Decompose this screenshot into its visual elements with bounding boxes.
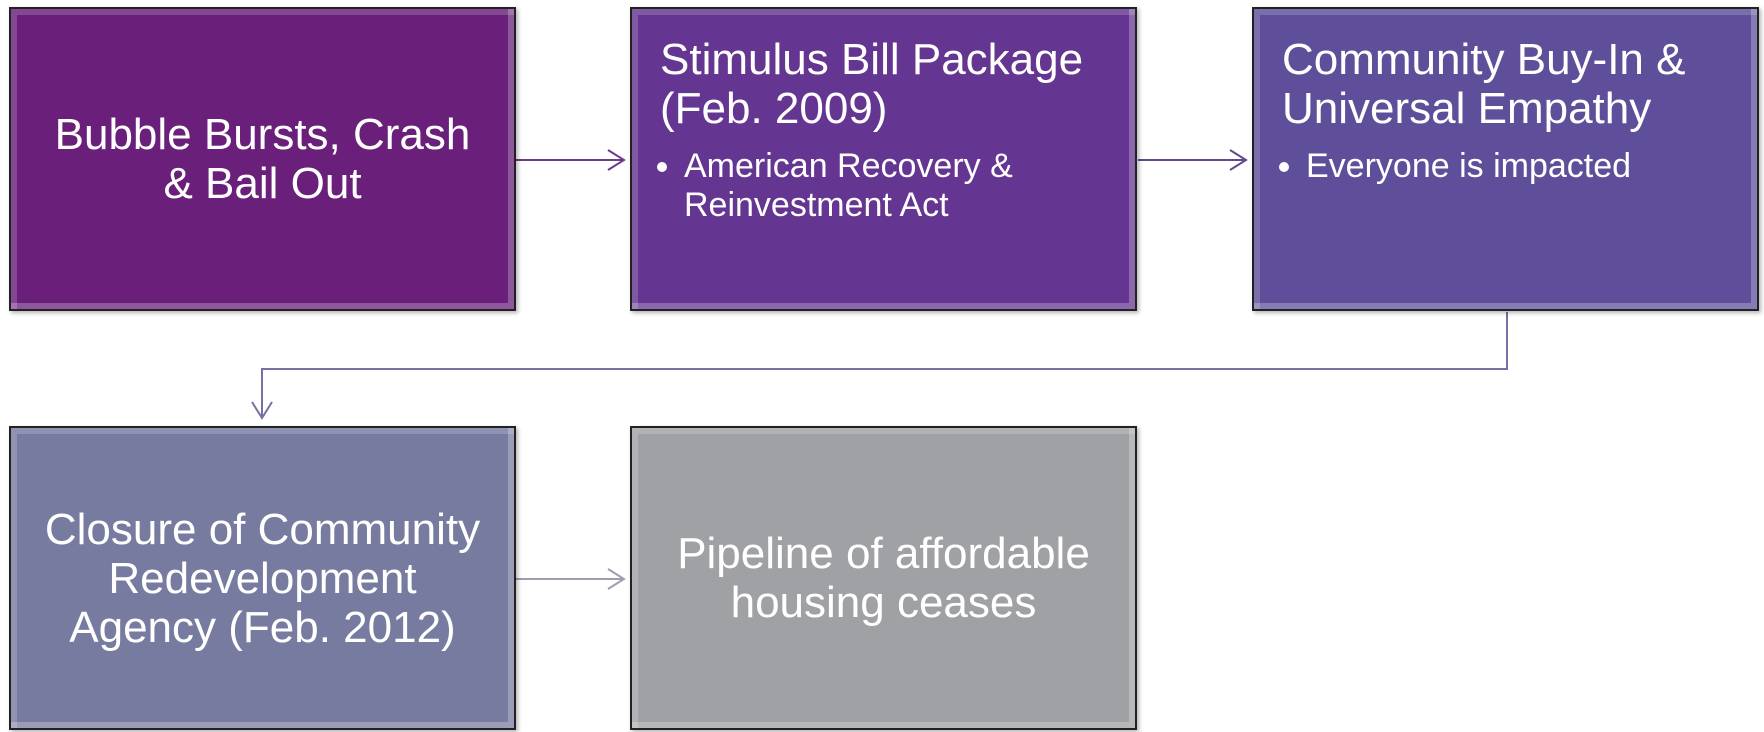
box-title: Bubble Bursts, Crash & Bail Out xyxy=(54,110,471,208)
process-box: Pipeline of affordable housing ceases xyxy=(630,426,1137,730)
box-content: Closure of Community Redevelopment Agenc… xyxy=(11,428,514,728)
arrow xyxy=(251,312,1508,420)
arrow xyxy=(516,149,626,171)
box-title: Pipeline of affordable housing ceases xyxy=(677,529,1090,627)
process-box: Community Buy-In & Universal Empathy Ever… xyxy=(1252,7,1759,311)
process-box: Stimulus Bill Package (Feb. 2009) America… xyxy=(630,7,1137,311)
box-title: Closure of Community Redevelopment Agenc… xyxy=(44,504,481,652)
arrow xyxy=(1138,149,1248,171)
box-content: Pipeline of affordable housing ceases xyxy=(632,428,1135,728)
arrow xyxy=(516,568,626,590)
box-content: Community Buy-In & Universal Empathy Ever… xyxy=(1254,9,1757,309)
bullet: American Recovery & Reinvestment Act xyxy=(684,147,1107,225)
process-box: Closure of Community Redevelopment Agenc… xyxy=(9,426,516,730)
box-content: Bubble Bursts, Crash & Bail Out xyxy=(11,9,514,309)
bullet: Everyone is impacted xyxy=(1306,147,1729,186)
box-title: Stimulus Bill Package (Feb. 2009) xyxy=(660,35,1084,133)
process-box: Bubble Bursts, Crash & Bail Out xyxy=(9,7,516,311)
bullet-list: Everyone is impacted xyxy=(1282,147,1729,186)
box-content: Stimulus Bill Package (Feb. 2009) America… xyxy=(632,9,1135,309)
box-title: Community Buy-In & Universal Empathy xyxy=(1282,35,1686,133)
bullet-list: American Recovery & Reinvestment Act xyxy=(660,147,1107,225)
